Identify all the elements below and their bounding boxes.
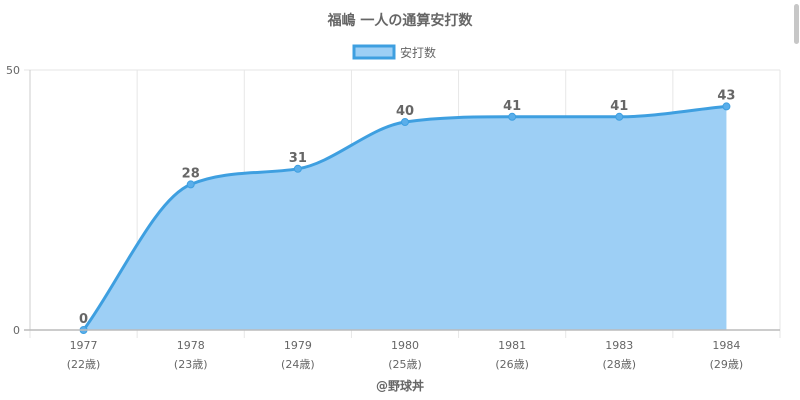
x-tick-label: 1977 bbox=[70, 339, 98, 352]
data-label: 41 bbox=[503, 99, 521, 114]
data-label: 40 bbox=[396, 104, 414, 119]
plot-area bbox=[79, 102, 731, 334]
x-tick-sublabel: (28歳) bbox=[602, 358, 636, 371]
scrollbar-thumb[interactable] bbox=[794, 4, 799, 44]
x-tick-label: 1979 bbox=[284, 339, 312, 352]
x-tick-sublabel: (24歳) bbox=[281, 358, 315, 371]
data-point[interactable] bbox=[508, 112, 517, 121]
x-tick-sublabel: (26歳) bbox=[495, 358, 529, 371]
x-tick-label: 1983 bbox=[605, 339, 633, 352]
x-tick-sublabel: (25歳) bbox=[388, 358, 422, 371]
x-tick-label: 1980 bbox=[391, 339, 419, 352]
x-tick-sublabel: (29歳) bbox=[710, 358, 744, 371]
data-label: 31 bbox=[289, 151, 307, 166]
data-label: 0 bbox=[79, 312, 88, 327]
chart-title: 福嶋 一人の通算安打数 bbox=[327, 12, 474, 29]
x-tick-label: 1981 bbox=[498, 339, 526, 352]
data-label: 43 bbox=[717, 88, 735, 103]
data-point[interactable] bbox=[722, 102, 731, 111]
data-point[interactable] bbox=[401, 118, 409, 126]
data-label: 41 bbox=[610, 99, 628, 114]
data-point[interactable] bbox=[293, 164, 302, 173]
credit-text: @野球丼 bbox=[376, 378, 424, 393]
x-tick-label: 1978 bbox=[177, 339, 205, 352]
data-label: 28 bbox=[182, 166, 200, 181]
x-tick-sublabel: (22歳) bbox=[67, 358, 101, 371]
x-tick-sublabel: (23歳) bbox=[174, 358, 208, 371]
data-point[interactable] bbox=[615, 112, 624, 121]
y-tick-label: 50 bbox=[6, 64, 20, 77]
series-area-fill bbox=[83, 106, 727, 331]
data-point[interactable] bbox=[186, 180, 195, 189]
legend[interactable]: 安打数 bbox=[352, 44, 436, 60]
legend-swatch bbox=[352, 44, 396, 60]
legend-label: 安打数 bbox=[400, 45, 436, 60]
y-tick-label: 0 bbox=[13, 324, 20, 337]
data-labels: 0 28 31 40 41 41 43 bbox=[79, 88, 735, 327]
x-tick-label: 1984 bbox=[712, 339, 740, 352]
axes: 0 50 1977 (22歳) 1978 (23歳) 1979 (24歳) 1980 (25歳) 1… bbox=[6, 64, 780, 371]
